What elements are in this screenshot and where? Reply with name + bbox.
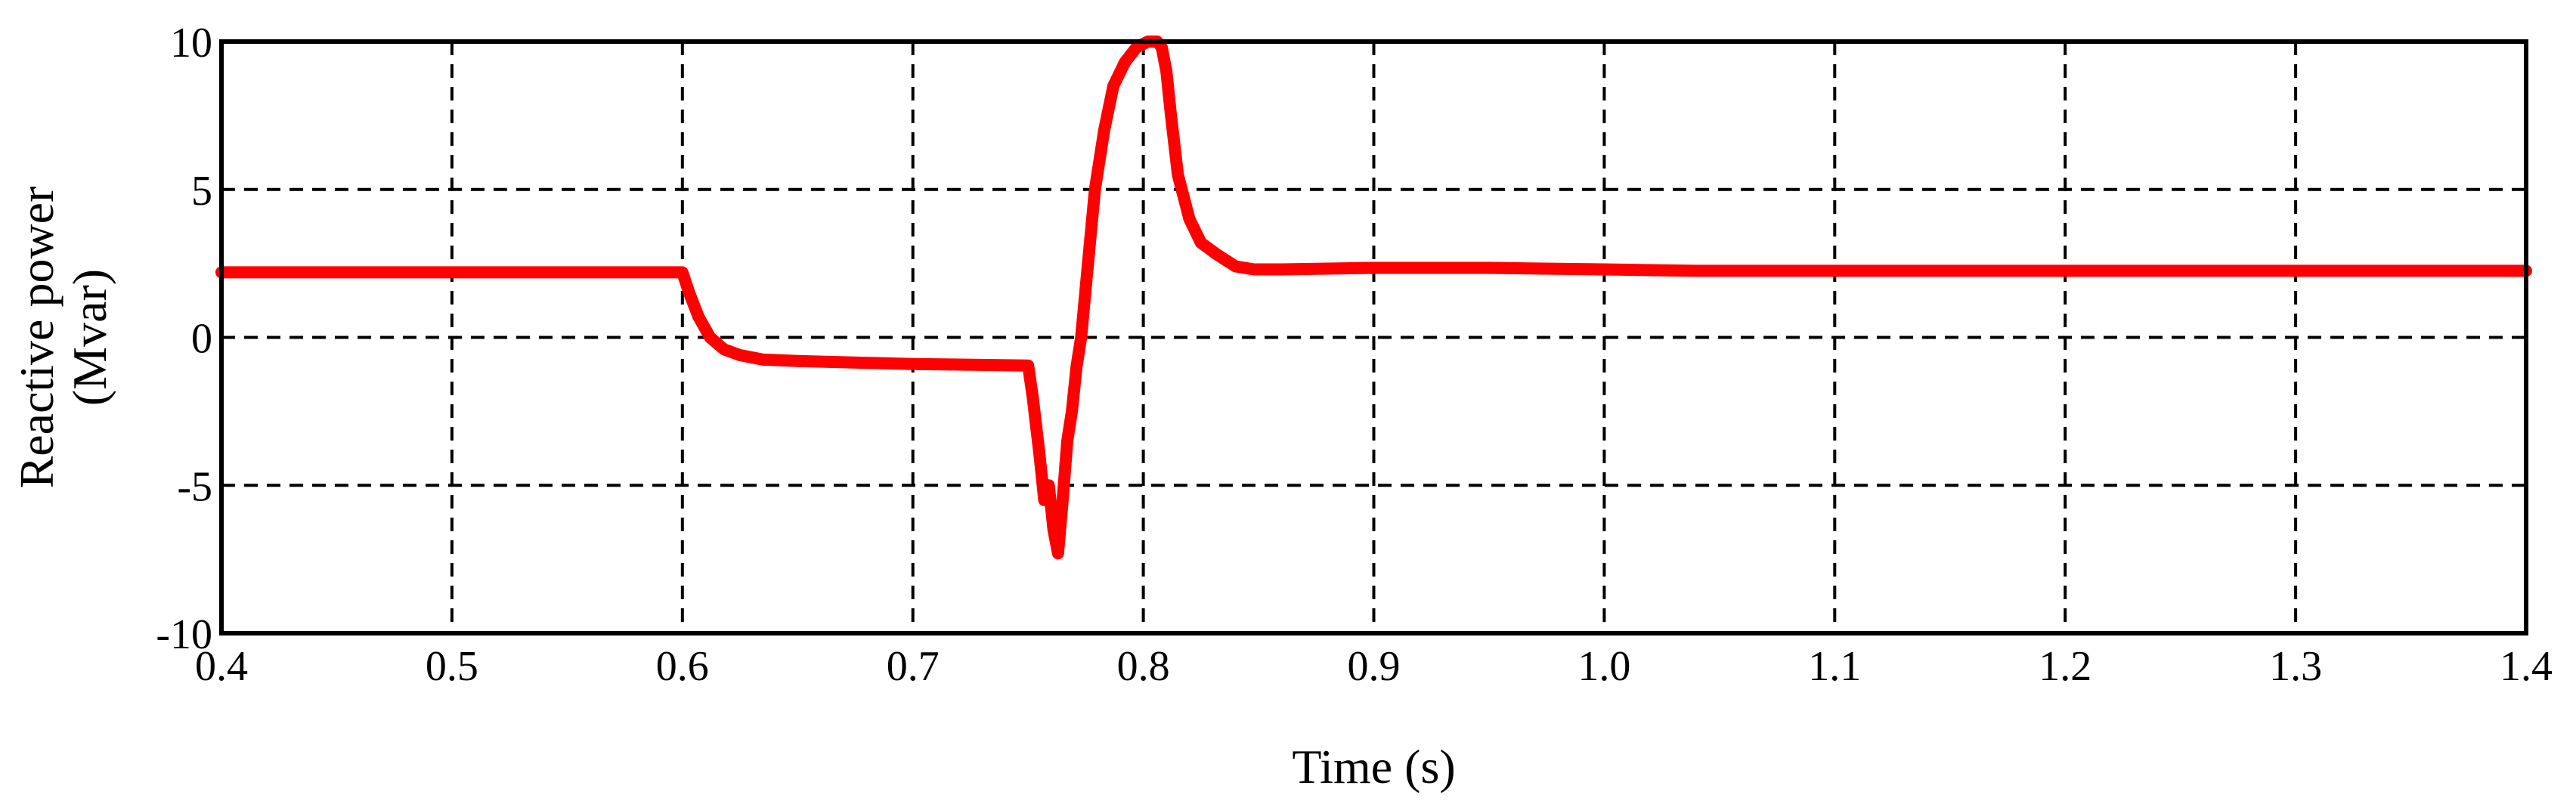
x-tick-label: 0.9	[1348, 643, 1401, 690]
x-tick-label: 0.8	[1117, 643, 1170, 690]
x-tick-label: 1.3	[2269, 643, 2322, 690]
y-tick-label: -10	[156, 611, 212, 658]
y-tick-label: -5	[177, 463, 212, 510]
x-axis-label: Time (s)	[1292, 740, 1455, 793]
x-tick-label: 0.6	[656, 643, 709, 690]
x-tick-labels: 0.4 0.5 0.6 0.7 0.8 0.9 1.0 1.1 1.2 1.3 1.4	[195, 643, 2553, 690]
plot-frame	[219, 39, 2528, 635]
x-tick-label: 1.2	[2039, 643, 2091, 690]
x-tick-label: 1.0	[1577, 643, 1630, 690]
series-line-0	[215, 36, 2532, 560]
grid-lines	[221, 42, 2526, 633]
y-axis-label-line-1: Reactive power	[10, 187, 63, 489]
x-tick-label: 1.4	[2500, 643, 2553, 690]
y-tick-label: 5	[191, 168, 212, 215]
x-tick-label: 0.7	[887, 643, 940, 690]
y-tick-label: 10	[170, 20, 212, 66]
x-tick-label: 1.1	[1808, 643, 1861, 690]
y-tick-labels: -10 -5 0 5 10	[156, 20, 212, 658]
y-axis-label-line-2: (Mvar)	[63, 269, 116, 406]
y-tick-label: 0	[191, 316, 212, 363]
series-layer	[215, 36, 2532, 560]
x-tick-label: 0.5	[426, 643, 478, 690]
x-tick-label: 0.4	[195, 643, 248, 690]
